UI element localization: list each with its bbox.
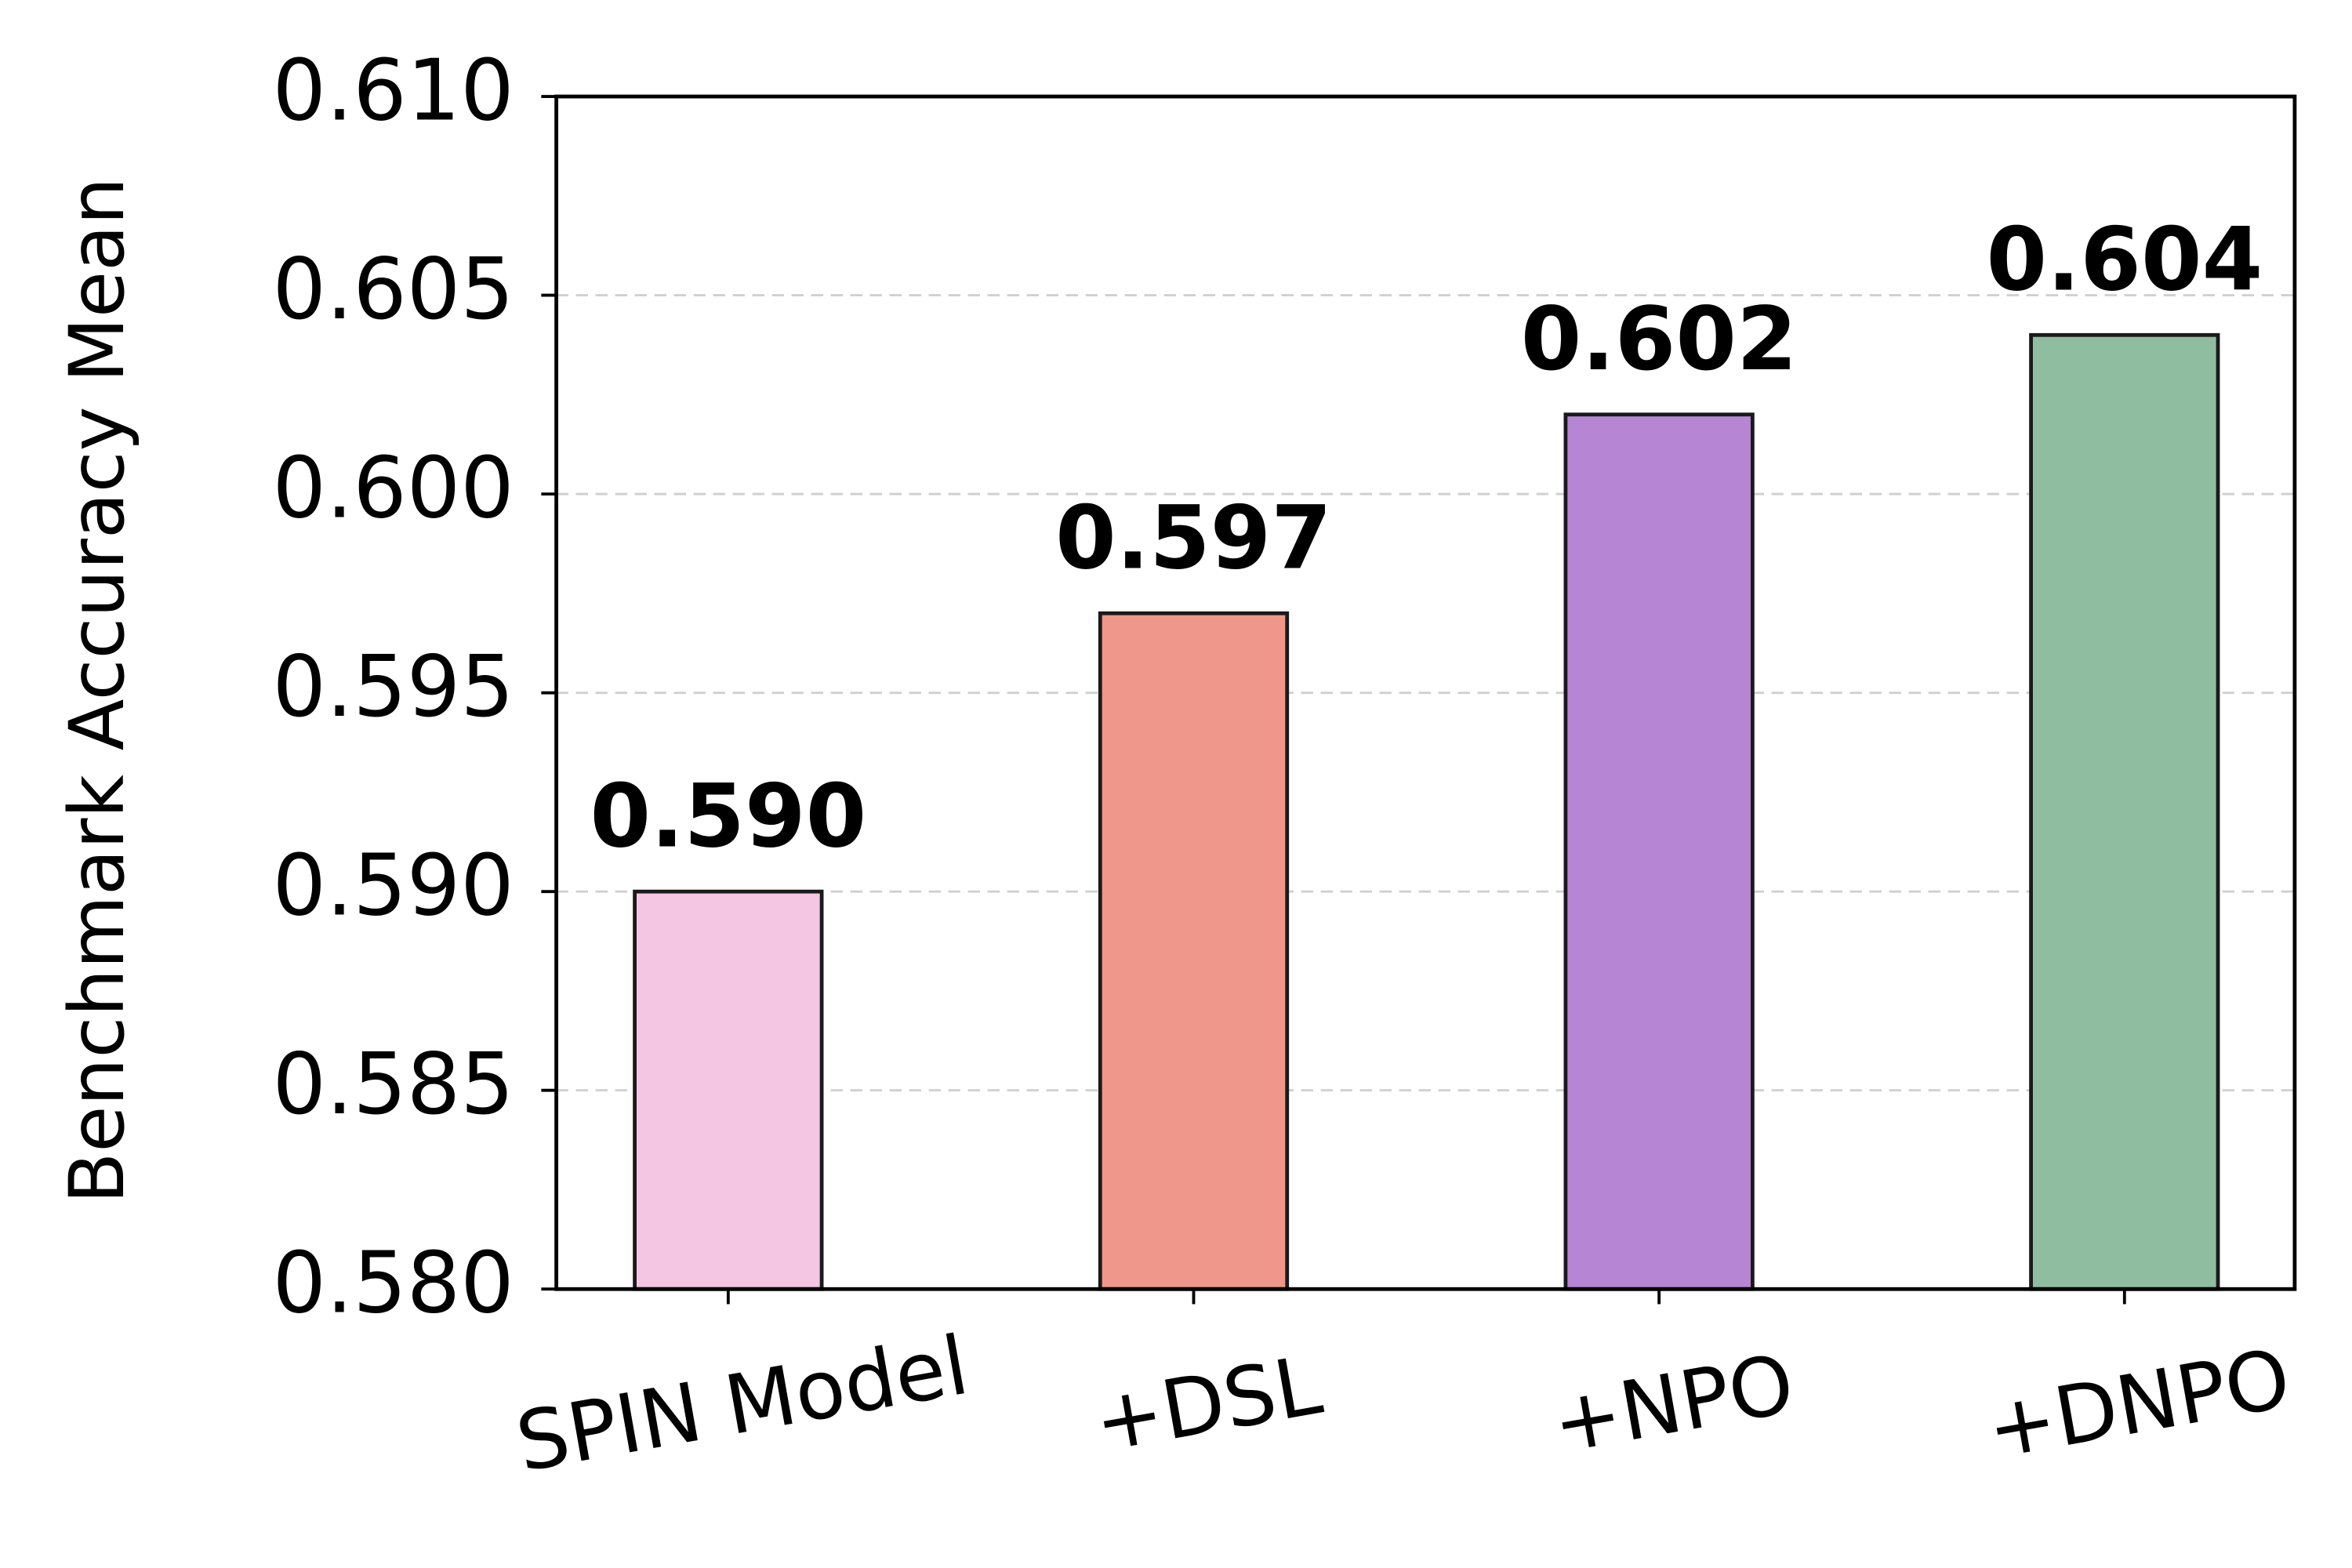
bar: [1563, 412, 1755, 1291]
y-tick-label: 0.595: [272, 638, 514, 736]
x-tick-label: +NPO: [1546, 1338, 1801, 1472]
x-tick-label: +DSL: [1087, 1338, 1328, 1471]
y-tick-label: 0.605: [272, 241, 514, 339]
x-tick-label: +DNPO: [1980, 1332, 2297, 1478]
bar: [2029, 332, 2220, 1291]
plot-frame: [554, 94, 2297, 1291]
value-label: 0.590: [590, 765, 866, 867]
bar: [1098, 611, 1290, 1291]
y-tick-label: 0.600: [272, 439, 514, 537]
y-tick-label: 0.580: [272, 1235, 514, 1333]
x-tick-label: SPIN Model: [510, 1319, 975, 1490]
value-label: 0.604: [1986, 209, 2263, 311]
y-axis-label: Benchmark Accuracy Mean: [53, 177, 141, 1204]
value-label: 0.597: [1055, 488, 1332, 590]
value-label: 0.602: [1521, 289, 1798, 390]
y-tick-label: 0.610: [272, 42, 514, 140]
y-tick-label: 0.585: [272, 1036, 514, 1134]
bar: [633, 889, 824, 1291]
y-tick-label: 0.590: [272, 837, 514, 935]
